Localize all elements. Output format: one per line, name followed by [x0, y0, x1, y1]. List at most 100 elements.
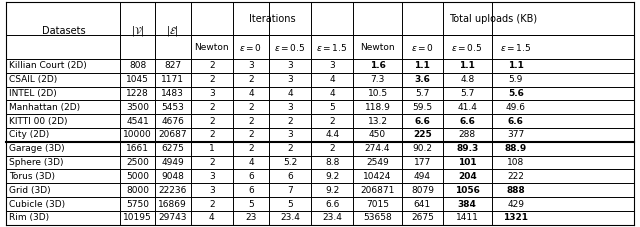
Text: 827: 827 [164, 62, 181, 70]
Text: 1056: 1056 [455, 186, 479, 195]
Text: INTEL (2D): INTEL (2D) [9, 89, 57, 98]
Text: 1321: 1321 [503, 213, 529, 222]
Text: 3.6: 3.6 [415, 75, 430, 84]
Text: 2500: 2500 [126, 158, 149, 167]
Text: 1.6: 1.6 [370, 62, 385, 70]
Text: 4.4: 4.4 [325, 131, 339, 139]
Text: 3: 3 [287, 75, 292, 84]
Text: Rim (3D): Rim (3D) [9, 213, 49, 222]
Text: 2: 2 [248, 131, 253, 139]
Text: 5: 5 [330, 103, 335, 112]
Text: 1171: 1171 [161, 75, 184, 84]
Text: 23: 23 [245, 213, 257, 222]
Text: 177: 177 [414, 158, 431, 167]
Text: 2: 2 [248, 75, 253, 84]
Text: 5000: 5000 [126, 172, 149, 181]
Text: 53658: 53658 [364, 213, 392, 222]
Text: 2: 2 [209, 158, 214, 167]
Text: Manhattan (2D): Manhattan (2D) [9, 103, 80, 112]
Text: 5750: 5750 [126, 200, 149, 209]
Text: 888: 888 [506, 186, 525, 195]
Text: 22236: 22236 [159, 186, 187, 195]
Text: Sphere (3D): Sphere (3D) [9, 158, 63, 167]
Text: 450: 450 [369, 131, 386, 139]
Text: 2: 2 [209, 131, 214, 139]
Text: 1: 1 [209, 144, 214, 153]
Text: 4: 4 [330, 75, 335, 84]
Text: 2: 2 [330, 117, 335, 126]
Text: $\epsilon = 0.5$: $\epsilon = 0.5$ [451, 42, 483, 53]
Text: 6: 6 [248, 172, 253, 181]
Text: 23.4: 23.4 [280, 213, 300, 222]
Text: 49.6: 49.6 [506, 103, 526, 112]
Text: 4: 4 [330, 89, 335, 98]
Text: 5.9: 5.9 [509, 75, 523, 84]
Text: 5.7: 5.7 [460, 89, 474, 98]
Text: 4: 4 [287, 89, 292, 98]
Text: 20687: 20687 [159, 131, 187, 139]
Text: 10195: 10195 [124, 213, 152, 222]
Text: 5453: 5453 [161, 103, 184, 112]
Text: 41.4: 41.4 [457, 103, 477, 112]
Text: 101: 101 [458, 158, 477, 167]
Text: 3: 3 [287, 62, 292, 70]
Text: KITTI 00 (2D): KITTI 00 (2D) [9, 117, 67, 126]
Text: 2: 2 [248, 117, 253, 126]
Text: $\epsilon = 1.5$: $\epsilon = 1.5$ [500, 42, 532, 53]
Text: 2: 2 [209, 75, 214, 84]
Text: 90.2: 90.2 [412, 144, 433, 153]
Text: 3: 3 [209, 172, 214, 181]
Text: 5: 5 [287, 200, 292, 209]
Text: $|\mathcal{V}|$: $|\mathcal{V}|$ [131, 24, 145, 38]
Text: 1483: 1483 [161, 89, 184, 98]
Text: 1228: 1228 [126, 89, 149, 98]
Text: Datasets: Datasets [42, 26, 85, 36]
Text: 4676: 4676 [161, 117, 184, 126]
Text: Torus (3D): Torus (3D) [9, 172, 55, 181]
Text: 3: 3 [287, 131, 292, 139]
Text: 8.8: 8.8 [325, 158, 339, 167]
Text: 4.8: 4.8 [460, 75, 474, 84]
Text: 7015: 7015 [366, 200, 389, 209]
Text: 2675: 2675 [411, 213, 434, 222]
Text: 6: 6 [248, 186, 253, 195]
Text: 1.1: 1.1 [415, 62, 430, 70]
Text: 1.1: 1.1 [460, 62, 475, 70]
Text: 2549: 2549 [366, 158, 389, 167]
Text: 7.3: 7.3 [371, 75, 385, 84]
Text: 429: 429 [508, 200, 524, 209]
Text: 89.3: 89.3 [456, 144, 478, 153]
Text: 6.6: 6.6 [325, 200, 339, 209]
Text: 9048: 9048 [161, 172, 184, 181]
Text: 2: 2 [209, 62, 214, 70]
Text: 641: 641 [414, 200, 431, 209]
Text: 4949: 4949 [161, 158, 184, 167]
Text: 7: 7 [287, 186, 292, 195]
Text: Cubicle (3D): Cubicle (3D) [9, 200, 65, 209]
Text: 4: 4 [248, 158, 253, 167]
Text: Killian Court (2D): Killian Court (2D) [9, 62, 86, 70]
Text: 3: 3 [209, 89, 214, 98]
Text: Total uploads (KB): Total uploads (KB) [449, 14, 538, 24]
Text: 13.2: 13.2 [367, 117, 388, 126]
Text: 1045: 1045 [126, 75, 149, 84]
Text: 204: 204 [458, 172, 477, 181]
Text: 2: 2 [209, 117, 214, 126]
Text: 2: 2 [248, 144, 253, 153]
Text: Newton: Newton [195, 43, 229, 52]
Text: 3: 3 [330, 62, 335, 70]
Text: 8000: 8000 [126, 186, 149, 195]
Text: 4: 4 [209, 213, 214, 222]
Text: 206871: 206871 [360, 186, 395, 195]
Text: 9.2: 9.2 [325, 186, 339, 195]
Text: 1661: 1661 [126, 144, 149, 153]
Text: 3500: 3500 [126, 103, 149, 112]
Text: 2: 2 [330, 144, 335, 153]
Text: 23.4: 23.4 [322, 213, 342, 222]
Text: 2: 2 [287, 144, 292, 153]
Text: 6.6: 6.6 [508, 117, 524, 126]
Text: $\epsilon = 0$: $\epsilon = 0$ [239, 42, 262, 53]
Text: 3: 3 [209, 186, 214, 195]
Text: 59.5: 59.5 [412, 103, 433, 112]
Text: 2: 2 [209, 200, 214, 209]
